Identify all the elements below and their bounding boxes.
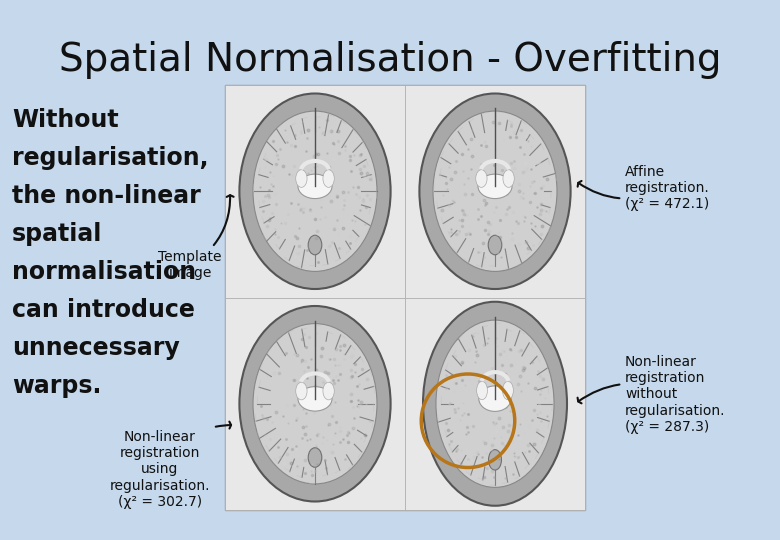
Ellipse shape — [433, 111, 557, 272]
Text: unnecessary: unnecessary — [12, 336, 179, 360]
Ellipse shape — [296, 170, 307, 187]
Ellipse shape — [323, 382, 335, 400]
Ellipse shape — [420, 93, 571, 289]
Ellipse shape — [488, 450, 502, 470]
Ellipse shape — [308, 235, 322, 255]
Ellipse shape — [239, 93, 391, 289]
Bar — [405, 298, 585, 510]
Text: spatial: spatial — [12, 222, 102, 246]
Ellipse shape — [253, 111, 377, 272]
Text: Non-linear
registration
using
regularisation.
(χ² = 302.7): Non-linear registration using regularisa… — [110, 422, 231, 509]
Text: Spatial Normalisation - Overfitting: Spatial Normalisation - Overfitting — [58, 41, 722, 79]
Ellipse shape — [502, 381, 513, 400]
Ellipse shape — [296, 382, 307, 400]
Text: warps.: warps. — [12, 374, 101, 398]
Ellipse shape — [298, 174, 332, 199]
Ellipse shape — [479, 386, 511, 411]
Bar — [225, 85, 405, 298]
Ellipse shape — [323, 170, 335, 187]
Ellipse shape — [477, 381, 488, 400]
Ellipse shape — [476, 170, 487, 187]
Ellipse shape — [298, 387, 332, 411]
Ellipse shape — [436, 320, 554, 488]
Text: the non-linear: the non-linear — [12, 184, 200, 208]
Text: can introduce: can introduce — [12, 298, 195, 322]
Text: Affine
registration.
(χ² = 472.1): Affine registration. (χ² = 472.1) — [578, 165, 710, 211]
Text: Non-linear
registration
without
regularisation.
(χ² = 287.3): Non-linear registration without regulari… — [577, 355, 725, 434]
Ellipse shape — [423, 302, 567, 506]
Ellipse shape — [478, 174, 512, 199]
Ellipse shape — [253, 323, 377, 484]
Ellipse shape — [503, 170, 514, 187]
Text: Without: Without — [12, 108, 119, 132]
Ellipse shape — [308, 448, 322, 467]
Bar — [225, 85, 585, 510]
Text: regularisation,: regularisation, — [12, 146, 208, 170]
Bar — [405, 85, 585, 298]
Ellipse shape — [488, 235, 502, 255]
Ellipse shape — [239, 306, 391, 502]
Text: Template
image: Template image — [158, 195, 234, 280]
Bar — [225, 298, 405, 510]
Text: normalisation: normalisation — [12, 260, 196, 284]
